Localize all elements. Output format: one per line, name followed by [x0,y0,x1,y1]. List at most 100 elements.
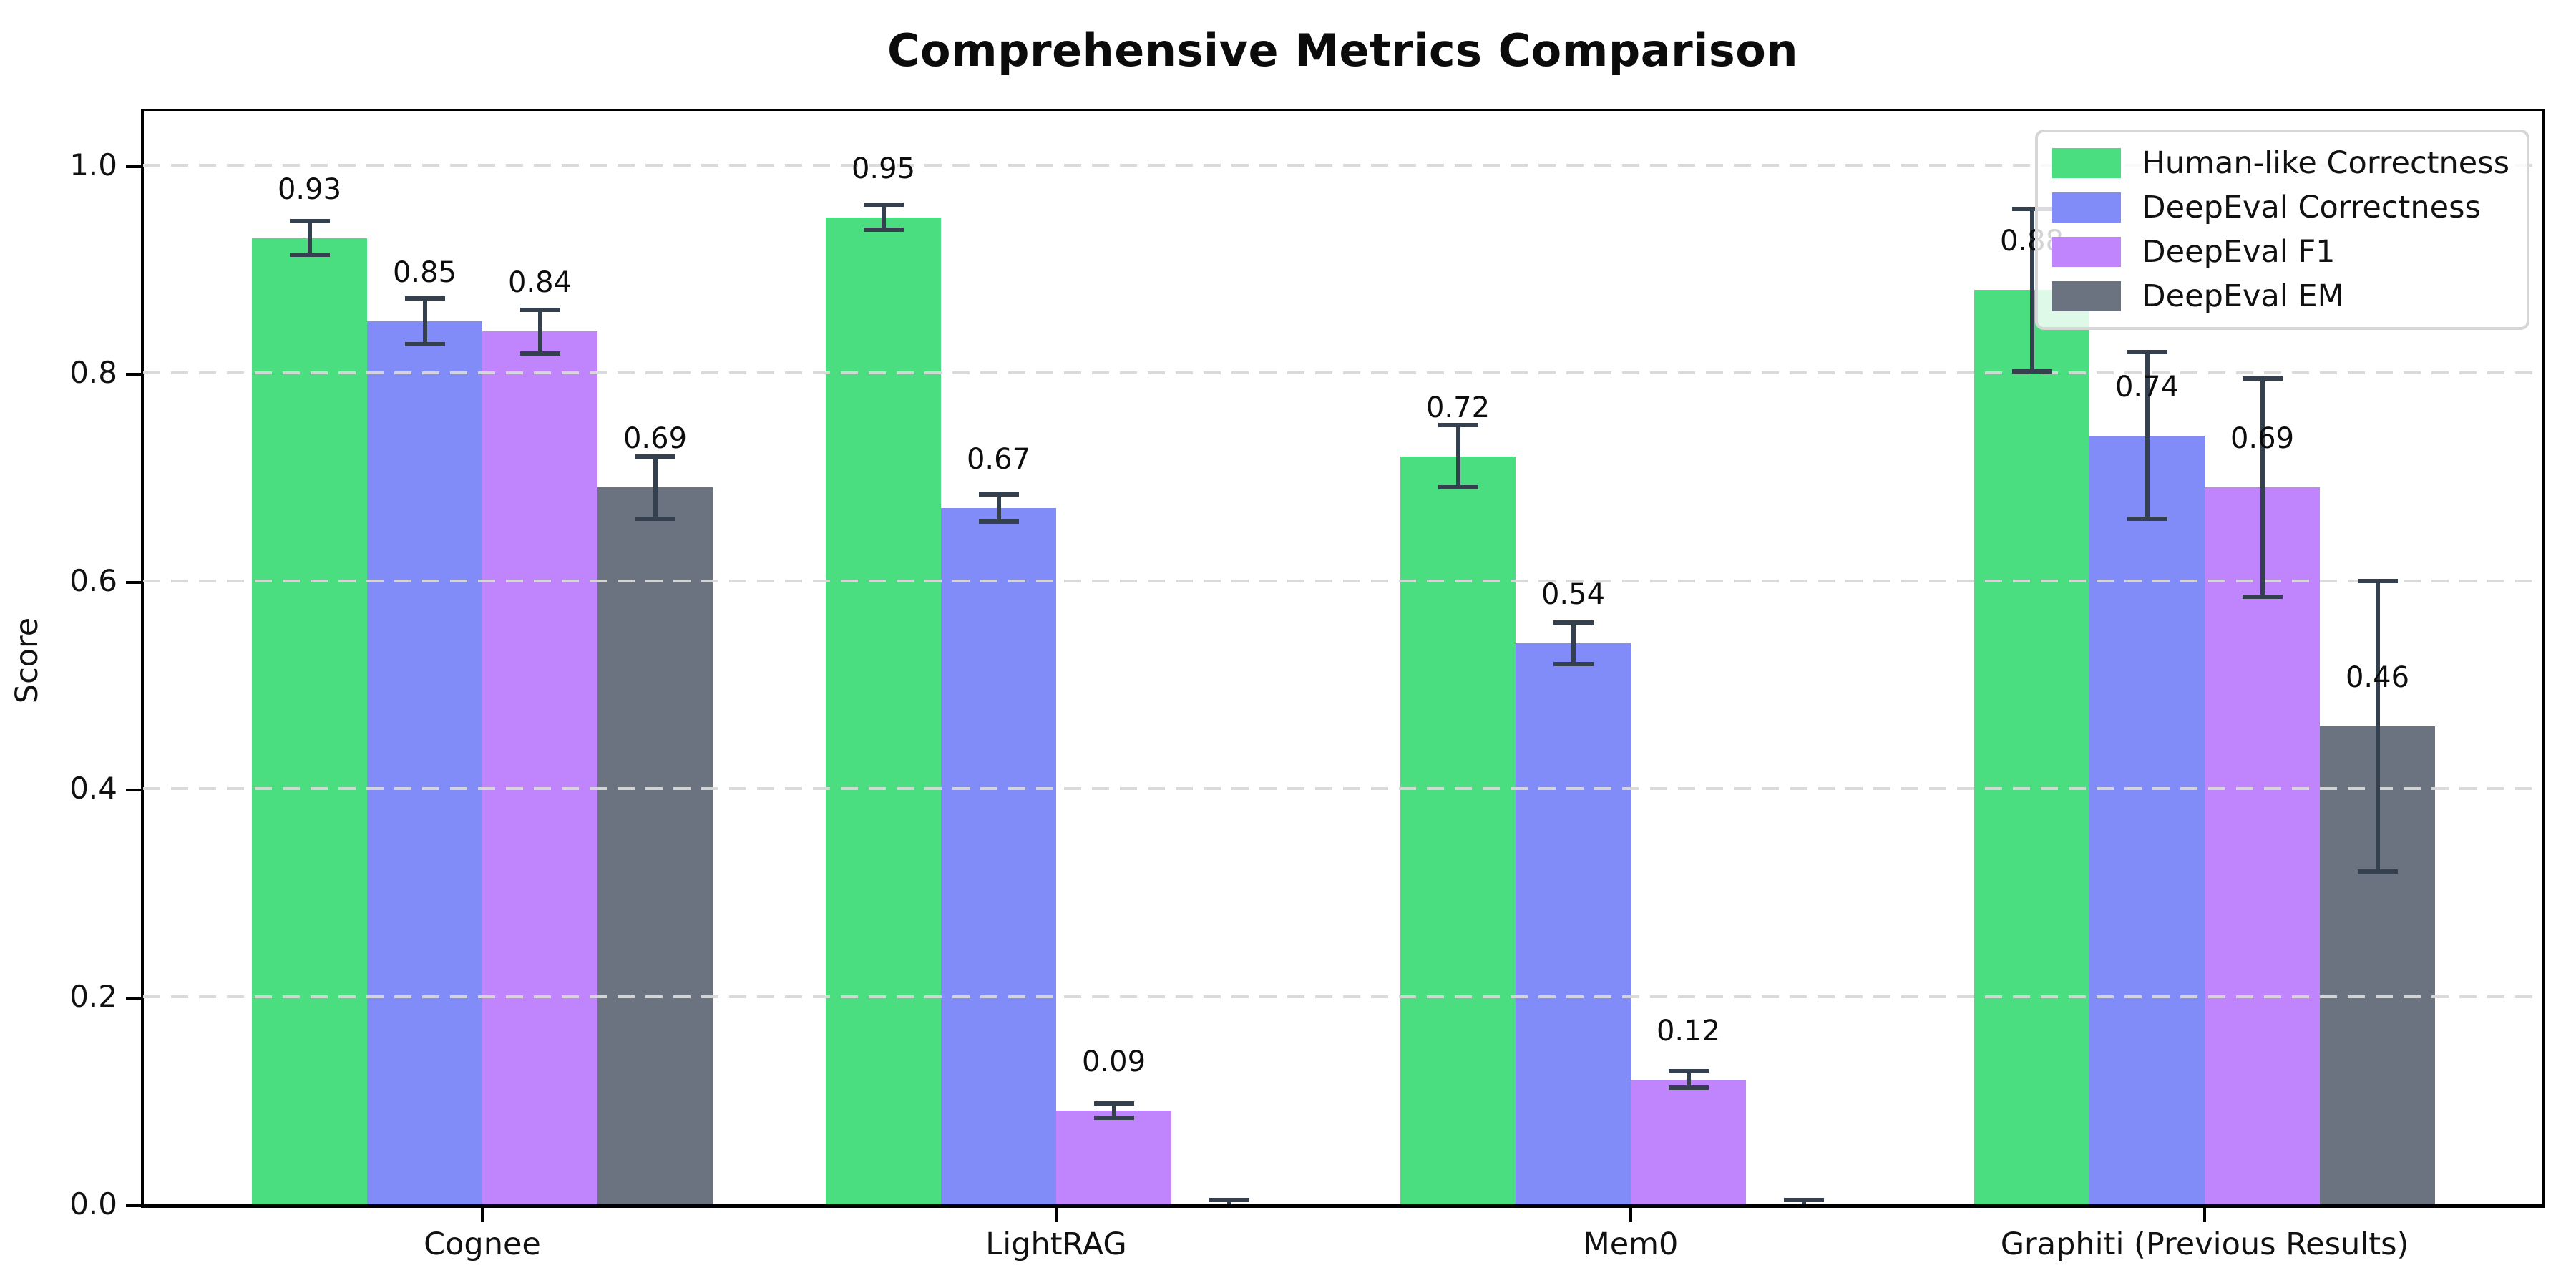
error-cap-top-lightrag-deepeval-f1 [1093,1101,1134,1106]
bar-value-label-cognee-human-like-correctness: 0.93 [277,172,342,206]
error-cap-bottom-mem0-deepeval-f1 [1668,1085,1709,1091]
bar-lightrag-deepeval-f1 [1056,1111,1171,1204]
error-bar-lightrag-deepeval-f1 [1111,1103,1116,1118]
legend-label-human-like-correctness: Human-like Correctness [2142,145,2509,181]
bar-mem0-deepeval-f1 [1631,1079,1746,1204]
grid-line-0.4 [143,787,2541,791]
error-bar-lightrag-deepeval-correctness [996,494,1001,522]
legend-label-deepeval-em: DeepEval EM [2142,278,2344,314]
bar-value-label-cognee-deepeval-f1: 0.84 [507,266,572,300]
legend-label-deepeval-f1: DeepEval F1 [2142,234,2336,270]
x-tick-label-cognee: Cognee [424,1226,541,1262]
legend: Human-like Correctness DeepEval Correctne… [2034,130,2529,330]
legend-swatch-human-like-correctness [2051,148,2121,178]
y-tick-mark-1.0 [126,165,142,168]
error-cap-bottom-lightrag-human-like-correctness [863,228,904,233]
error-cap-top-lightrag-deepeval-correctness [978,492,1019,497]
bar-lightrag-deepeval-correctness [941,508,1056,1204]
y-tick-mark-0.2 [126,996,142,1000]
error-cap-bottom-mem0-human-like-correctness [1438,485,1478,490]
error-bar-lightrag-human-like-correctness [881,205,886,230]
y-tick-label-0.4: 0.4 [69,771,117,806]
error-bar-graphiti-previous-results-human-like-correctness [2029,209,2034,371]
legend-entry-deepeval-correctness: DeepEval Correctness [2051,185,2509,230]
y-tick-mark-0.0 [126,1204,142,1207]
error-cap-top-cognee-deepeval-em [635,454,675,459]
error-cap-top-mem0-deepeval-correctness [1553,620,1594,625]
bar-value-label-graphiti-previous-results-deepeval-em: 0.46 [2345,661,2410,695]
error-cap-top-cognee-deepeval-correctness [404,296,445,301]
bar-mem0-deepeval-correctness [1516,643,1631,1204]
grid-line-0.6 [143,579,2541,582]
error-bar-graphiti-previous-results-deepeval-em [2375,580,2380,872]
bar-value-label-mem0-deepeval-correctness: 0.54 [1541,577,1606,611]
error-bar-cognee-human-like-correctness [307,221,312,255]
error-bar-cognee-deepeval-em [653,456,658,519]
bar-graphiti-previous-results-human-like-correctness [1974,290,2089,1204]
plot-spine-top [141,109,2545,111]
grid-line-1.0 [143,164,2541,167]
y-tick-label-0.6: 0.6 [69,562,117,598]
error-cap-bottom-cognee-deepeval-em [635,516,675,521]
bar-value-label-cognee-deepeval-em: 0.69 [623,422,688,456]
bar-cognee-deepeval-correctness [367,321,482,1204]
bar-value-label-lightrag-deepeval-correctness: 0.67 [966,443,1031,477]
error-cap-bottom-mem0-deepeval-correctness [1553,661,1594,666]
bar-cognee-deepeval-f1 [482,331,597,1204]
error-bar-mem0-deepeval-f1 [1686,1071,1691,1088]
bar-cognee-human-like-correctness [252,238,367,1204]
legend-swatch-deepeval-f1 [2051,237,2121,267]
bar-value-label-lightrag-deepeval-f1: 0.09 [1081,1045,1146,1079]
error-bar-cognee-deepeval-correctness [422,298,427,344]
bar-value-label-graphiti-previous-results-deepeval-f1: 0.69 [2230,422,2295,456]
bar-cognee-deepeval-em [597,487,713,1204]
error-cap-bottom-lightrag-deepeval-f1 [1093,1116,1134,1121]
error-bar-cognee-deepeval-f1 [537,309,542,353]
bar-value-label-mem0-deepeval-f1: 0.12 [1656,1014,1721,1048]
legend-label-deepeval-correctness: DeepEval Correctness [2142,190,2481,225]
bar-value-label-mem0-human-like-correctness: 0.72 [1425,391,1491,424]
x-tick-label-graphiti-previous-results: Graphiti (Previous Results) [2000,1226,2409,1262]
error-cap-top-cognee-human-like-correctness [289,219,330,224]
error-cap-bottom-cognee-human-like-correctness [289,252,330,257]
error-cap-bottom-lightrag-deepeval-correctness [978,519,1019,525]
plot-spine-right [2542,109,2545,1208]
error-cap-bottom-cognee-deepeval-correctness [404,341,445,346]
error-cap-bottom-graphiti-previous-results-deepeval-em [2357,869,2398,874]
error-cap-top-mem0-deepeval-em [1783,1198,1824,1203]
y-tick-mark-0.8 [126,373,142,376]
grid-line-0.2 [143,995,2541,998]
x-tick-mark-mem0 [1629,1208,1632,1222]
error-cap-top-mem0-deepeval-f1 [1668,1069,1709,1074]
x-tick-mark-lightrag [1055,1208,1058,1222]
y-tick-label-0.2: 0.2 [69,978,117,1014]
error-bar-mem0-deepeval-correctness [1571,622,1576,664]
x-tick-mark-graphiti-previous-results [2203,1208,2206,1222]
legend-swatch-deepeval-correctness [2051,192,2121,223]
bar-value-label-graphiti-previous-results-deepeval-correctness: 0.74 [2114,370,2180,404]
error-cap-top-graphiti-previous-results-deepeval-em [2357,578,2398,583]
error-cap-bottom-cognee-deepeval-f1 [519,351,560,356]
error-cap-top-graphiti-previous-results-deepeval-correctness [2127,350,2167,355]
legend-entry-deepeval-em: DeepEval EM [2051,274,2509,318]
error-bar-graphiti-previous-results-deepeval-correctness [2145,352,2150,519]
error-cap-bottom-graphiti-previous-results-deepeval-correctness [2127,516,2167,521]
bar-value-label-cognee-deepeval-correctness: 0.85 [392,255,457,289]
error-cap-top-lightrag-human-like-correctness [863,203,904,208]
y-tick-mark-0.4 [126,789,142,792]
x-tick-label-lightrag: LightRAG [985,1226,1127,1262]
error-cap-top-lightrag-deepeval-em [1209,1198,1249,1203]
error-cap-top-cognee-deepeval-f1 [519,307,560,312]
plot-area: 0.93 0.95 0.72 0.88 0.85 0.67 0.54 0.74 0.84 0.09… [143,111,2541,1204]
error-cap-top-mem0-human-like-correctness [1438,423,1478,427]
x-axis-line [141,1204,2545,1208]
x-tick-label-mem0: Mem0 [1583,1226,1679,1262]
y-tick-label-0.0: 0.0 [69,1186,117,1221]
error-cap-bottom-graphiti-previous-results-human-like-correctness [2011,369,2052,374]
error-bar-mem0-human-like-correctness [1455,425,1460,488]
error-bar-graphiti-previous-results-deepeval-f1 [2260,378,2265,597]
legend-entry-human-like-correctness: Human-like Correctness [2051,141,2509,185]
bar-lightrag-human-like-correctness [826,217,941,1204]
bar-value-label-lightrag-human-like-correctness: 0.95 [851,152,916,185]
